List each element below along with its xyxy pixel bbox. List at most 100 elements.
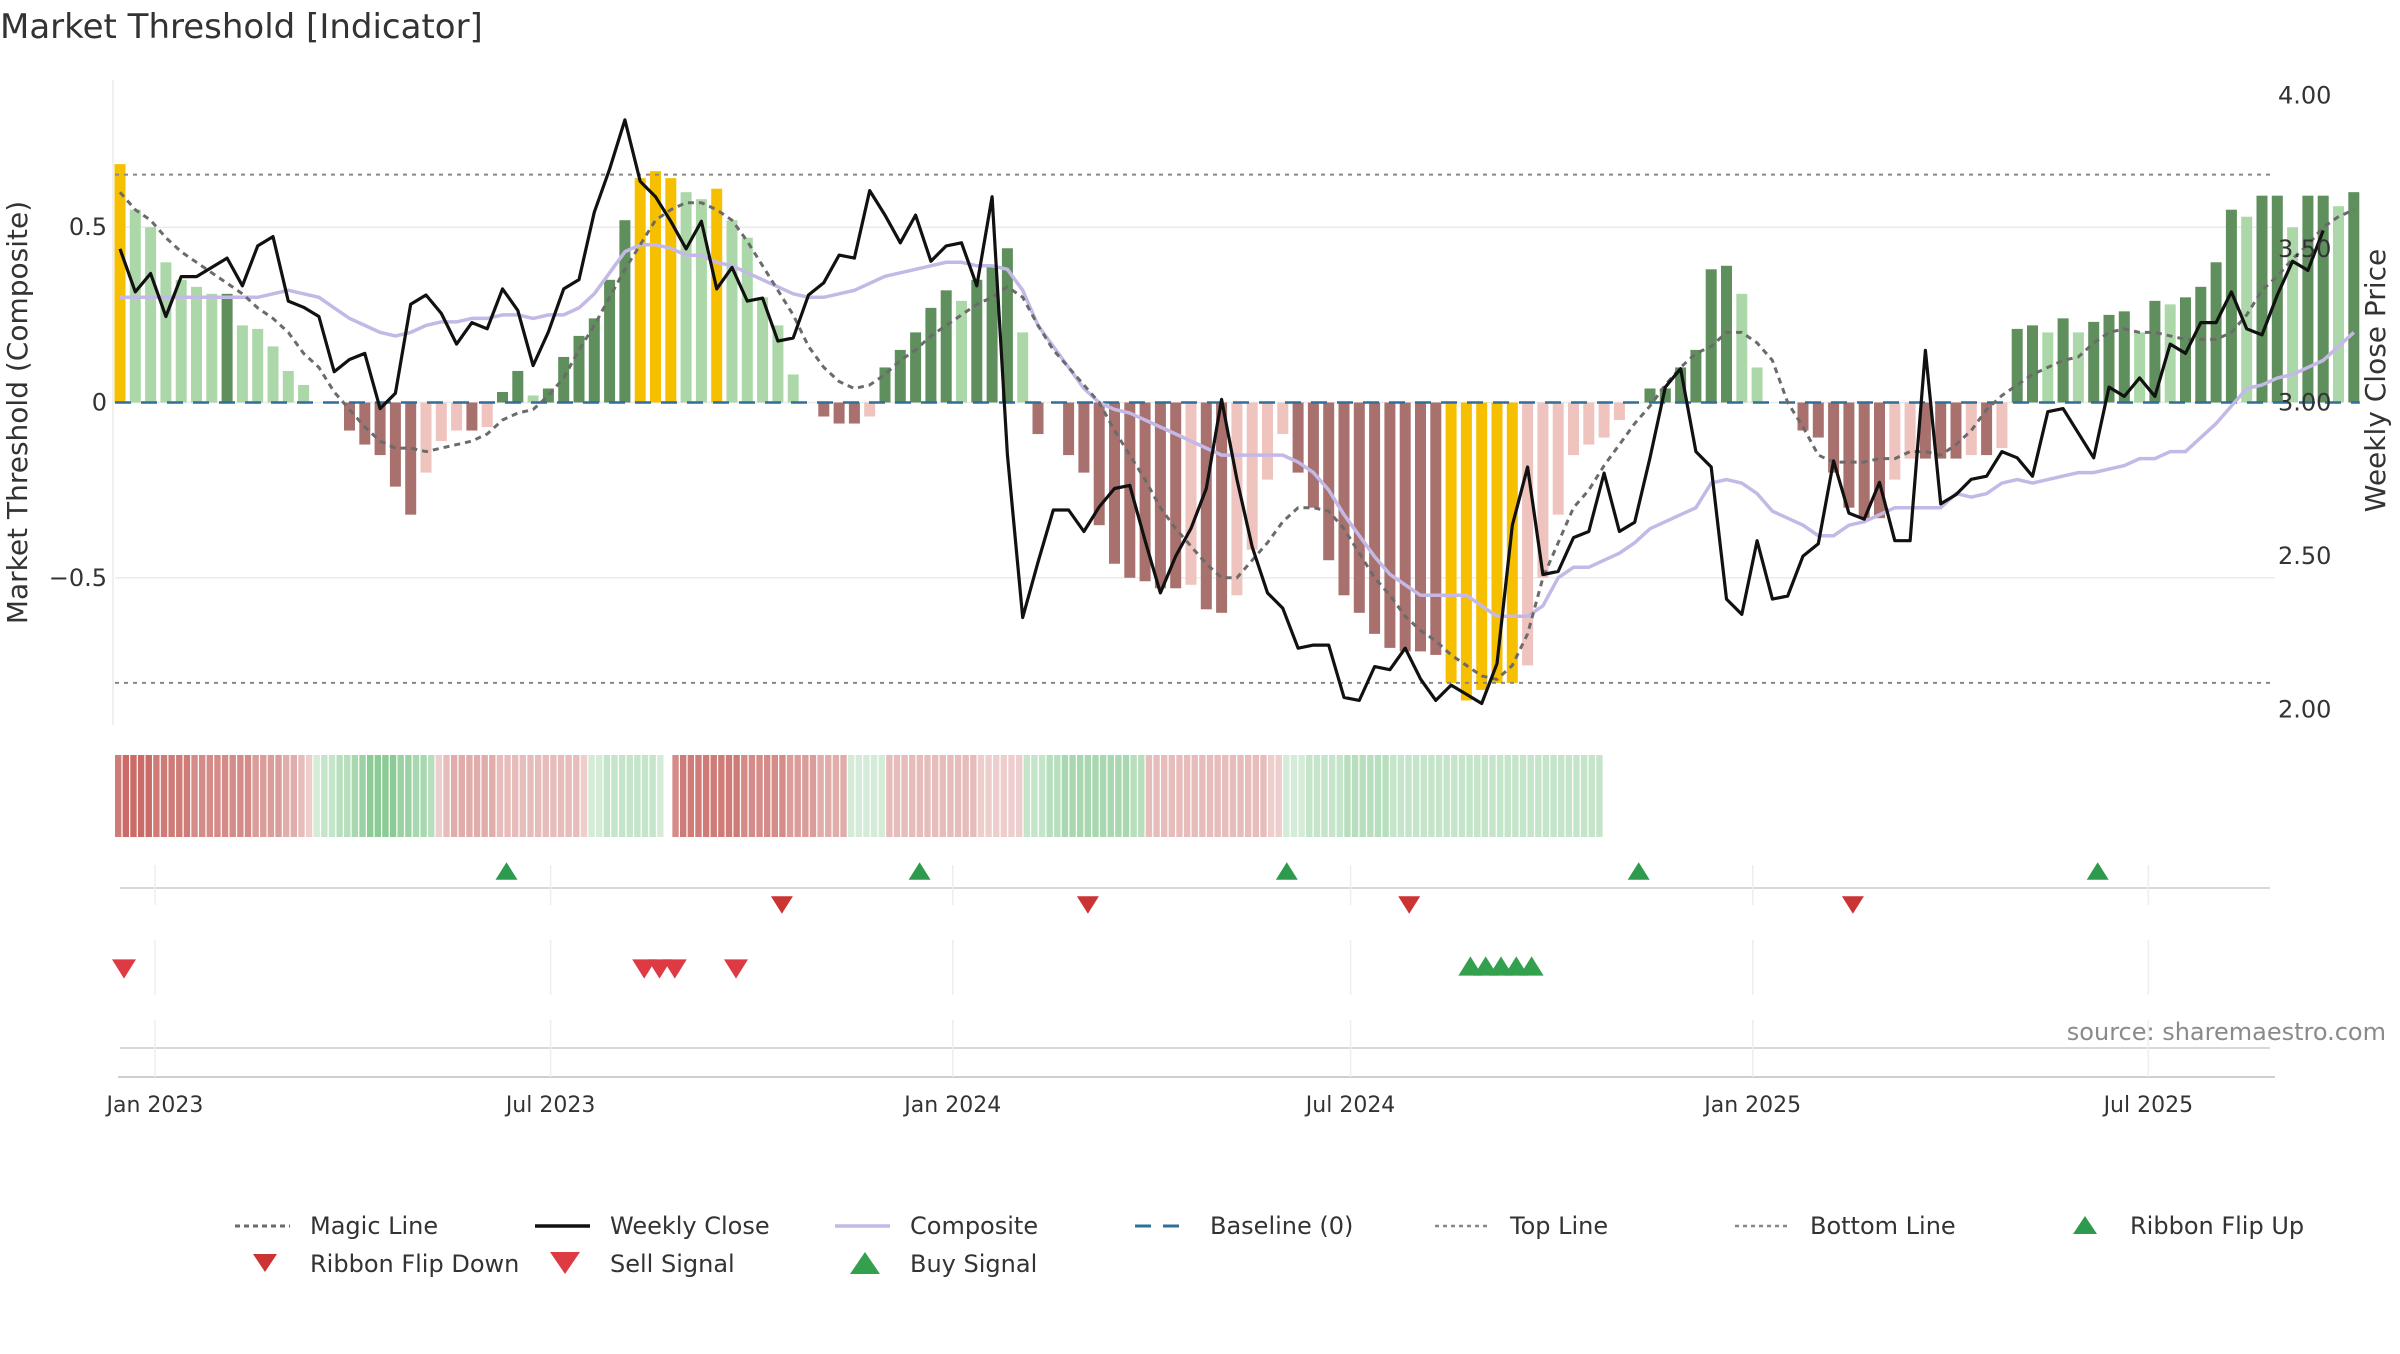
composite-bar (711, 188, 723, 403)
ribbon-segment (473, 755, 481, 837)
chart-title: Market Threshold [Indicator] (0, 7, 483, 47)
ribbon-segment (779, 755, 786, 837)
ribbon-segment (1313, 755, 1321, 837)
sell-signal-marker (724, 959, 748, 979)
ribbon-segment (573, 755, 580, 837)
composite-bar (2317, 195, 2329, 403)
composite-bar (695, 199, 707, 403)
composite-bar (542, 388, 554, 403)
ribbon-segment (1344, 755, 1351, 837)
composite-bar (2118, 311, 2130, 403)
ribbon-segment (855, 755, 862, 837)
weekly-close-line (118, 118, 2325, 706)
composite-bar (956, 300, 967, 403)
composite-bar (1552, 402, 1564, 515)
ribbon-segment (1084, 755, 1092, 837)
legend-label: Buy Signal (910, 1250, 1037, 1278)
ribbon-flip-up-marker (908, 862, 931, 880)
ribbon-segment (702, 755, 710, 837)
composite-bar (1659, 388, 1671, 403)
ribbon-segment (1412, 755, 1420, 837)
composite-bar (787, 374, 799, 403)
ribbon-segment (1275, 755, 1282, 837)
ribbon-segment (214, 755, 221, 837)
composite-bar (1323, 402, 1335, 561)
x-tick-label: Jan 2024 (902, 1093, 1001, 1118)
ribbon-segment (412, 755, 420, 837)
ribbon-segment (557, 755, 565, 837)
ribbon-segment (1504, 755, 1511, 837)
ribbon-segment (168, 755, 175, 837)
ribbon-segment (931, 755, 939, 837)
composite-bar (1935, 402, 1947, 459)
ribbon-segment (725, 755, 733, 837)
composite-bar (298, 384, 310, 403)
ribbon-segment (771, 755, 779, 837)
composite-bar (1950, 402, 1962, 459)
ribbon-segment (1222, 755, 1229, 837)
composite-bar (1170, 402, 1182, 589)
composite-bar (588, 318, 600, 403)
ribbon-segment (1168, 755, 1176, 837)
ribbon-segment (1199, 755, 1206, 837)
ribbon-segment (1550, 755, 1557, 837)
ribbon-segment (1474, 755, 1481, 837)
composite-bar (1353, 402, 1365, 613)
composite-bar (2256, 195, 2268, 403)
composite-bar (1139, 402, 1151, 582)
legend-swatch (850, 1252, 880, 1274)
composite-bar (1415, 402, 1426, 652)
ribbon-segment (970, 755, 977, 837)
x-tick-label: Jan 2023 (105, 1093, 204, 1118)
buy-signal-marker (1458, 956, 1483, 976)
x-tick-label: Jul 2024 (1304, 1093, 1396, 1118)
composite-bar (1675, 367, 1687, 403)
ribbon-segment (359, 755, 366, 837)
composite-bar (2287, 227, 2299, 403)
composite-bar (1476, 402, 1488, 690)
ribbon-segment (115, 755, 122, 837)
ribbon-segment (733, 755, 740, 837)
ribbon-segment (710, 755, 717, 837)
composite-bar (634, 178, 646, 403)
composite-bar (1583, 402, 1595, 445)
y-tick-label: 0 (92, 389, 107, 417)
ribbon-segment (1443, 755, 1450, 837)
legend-item-topline: Top Line (1435, 1212, 1608, 1240)
ribbon-segment (1580, 755, 1588, 837)
ribbon-segment (267, 755, 275, 837)
ribbon-segment (1428, 755, 1435, 837)
composite-bar (1338, 402, 1350, 596)
ribbon-segment (1122, 755, 1130, 837)
composite-bar (1858, 402, 1870, 519)
composite-bar (114, 164, 126, 403)
ribbon-segment (382, 755, 389, 837)
y2-tick-label: 2.50 (2278, 542, 2331, 570)
legend-item-bottomline: Bottom Line (1735, 1212, 1956, 1240)
ribbon-segment (176, 755, 183, 837)
composite-bar (344, 402, 355, 431)
ribbon-segment (344, 755, 351, 837)
ribbon-segment (1176, 755, 1183, 837)
composite-bar (2210, 262, 2222, 403)
ribbon-segment (1374, 755, 1382, 837)
ribbon-segment (1260, 755, 1267, 837)
ribbon-flip-up-marker (495, 862, 518, 880)
legend-label: Ribbon Flip Down (310, 1250, 519, 1278)
composite-bar (2027, 325, 2038, 403)
composite-bar (359, 402, 371, 445)
composite-bar (1292, 402, 1304, 473)
composite-bar (726, 220, 738, 403)
composite-bar (818, 402, 830, 417)
ribbon-segment (1206, 755, 1214, 837)
magic-line (118, 191, 2355, 682)
composite-bar (1460, 402, 1472, 701)
legend-label: Magic Line (310, 1212, 438, 1240)
ribbon-segment (229, 755, 236, 837)
composite-bar (2333, 206, 2344, 403)
ribbon-segment (1351, 755, 1359, 837)
ribbon-segment (1512, 755, 1519, 837)
composite-bar (879, 367, 891, 403)
composite-bar (145, 227, 157, 403)
